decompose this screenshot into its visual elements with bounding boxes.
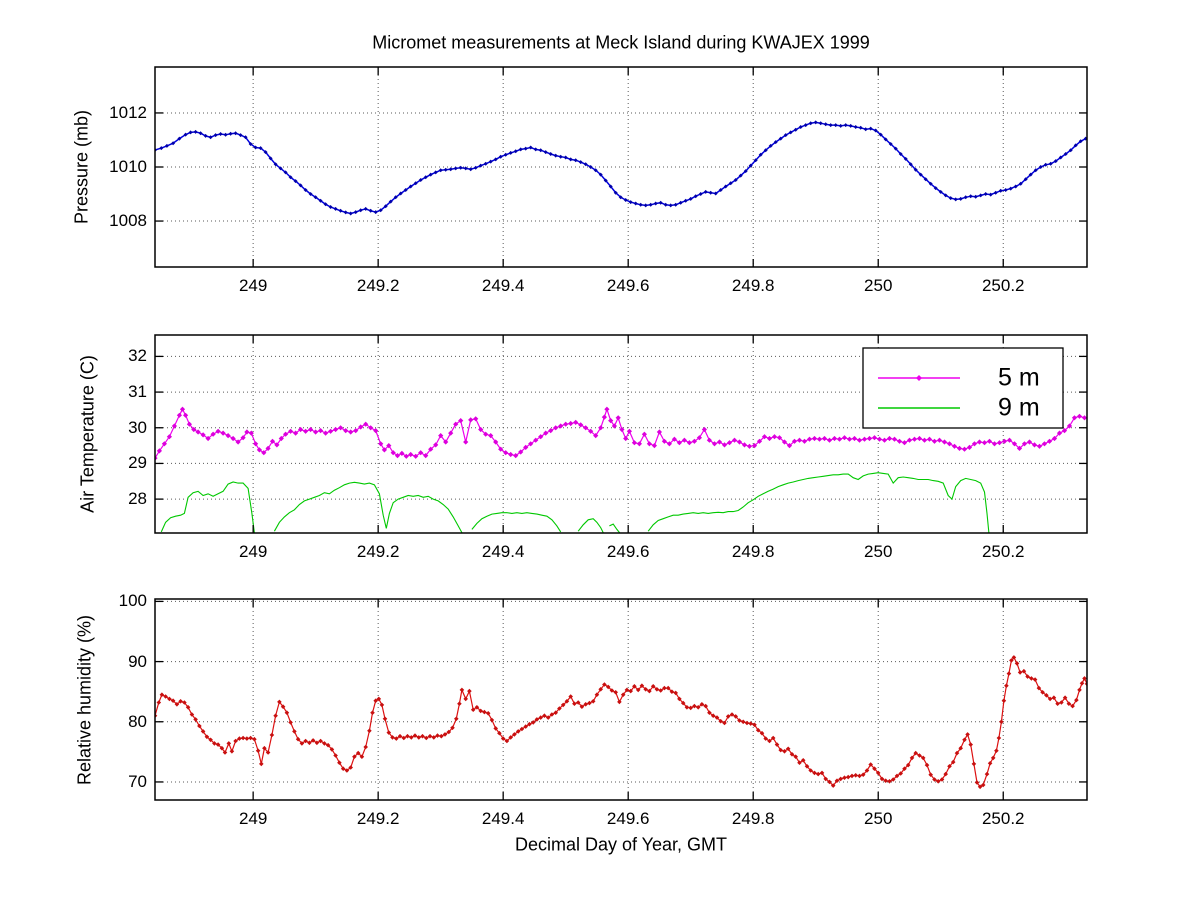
y-tick-label: 29	[128, 453, 147, 473]
y-tick-label: 30	[128, 417, 147, 437]
x-tick-label: 250.2	[981, 809, 1025, 828]
panel-border	[154, 598, 1088, 801]
x-tick-label: 250	[864, 542, 893, 561]
x-tick-label: 249	[238, 542, 268, 561]
y-tick-label: 100	[118, 591, 147, 611]
y-tick-label: 70	[128, 771, 147, 791]
x-tick-label: 250	[864, 276, 893, 295]
x-tick-label: 250	[864, 809, 893, 828]
panel-relative-humidity	[154, 598, 1088, 801]
x-tick-label: 249.4	[481, 542, 525, 561]
x-tick-label: 249.8	[731, 276, 775, 295]
figure-title: Micromet measurements at Meck Island dur…	[372, 32, 870, 53]
y-tick-label: 31	[128, 382, 147, 402]
x-tick-label: 249.6	[606, 542, 650, 561]
panel-border	[154, 66, 1088, 268]
series-9-m	[160, 472, 990, 533]
y-tick-label: 90	[128, 651, 147, 671]
markers-5-m	[155, 406, 1087, 461]
markers-pressure	[155, 120, 1087, 216]
x-tick-label: 249.8	[731, 809, 775, 828]
y-tick-label: 28	[128, 489, 147, 509]
y-tick-label: 32	[128, 346, 147, 366]
y-tick-label: 1010	[109, 157, 147, 176]
legend-label-9m: 9 m	[998, 393, 1040, 422]
x-tick-label: 249.6	[606, 276, 650, 295]
x-tick-label: 249	[238, 809, 268, 828]
x-tick-label: 249.2	[356, 809, 400, 828]
x-tick-label: 249.6	[606, 809, 650, 828]
legend-label-5m: 5 m	[998, 363, 1040, 392]
y-tick-label: 80	[128, 711, 147, 731]
x-tick-label: 250.2	[981, 276, 1025, 295]
x-axis-label: Decimal Day of Year, GMT	[514, 834, 728, 855]
x-tick-label: 249.4	[481, 809, 525, 828]
y-tick-label: 1012	[109, 102, 147, 122]
x-tick-label: 249	[238, 276, 268, 295]
legend	[862, 347, 1064, 429]
x-tick-label: 249.4	[481, 276, 525, 295]
panel-pressure	[154, 66, 1088, 268]
x-tick-label: 250.2	[981, 542, 1025, 561]
legend-box	[862, 347, 1064, 429]
panel-border	[154, 334, 1088, 534]
x-tick-label: 249.2	[356, 542, 400, 561]
legend-marker	[916, 375, 922, 381]
x-tick-label: 249.8	[731, 542, 775, 561]
humidity-axis-label: Relative humidity (%)	[74, 614, 95, 786]
y-tick-label: 1008	[109, 211, 147, 231]
series-pressure	[155, 121, 1087, 215]
x-tick-label: 249.2	[356, 276, 400, 295]
